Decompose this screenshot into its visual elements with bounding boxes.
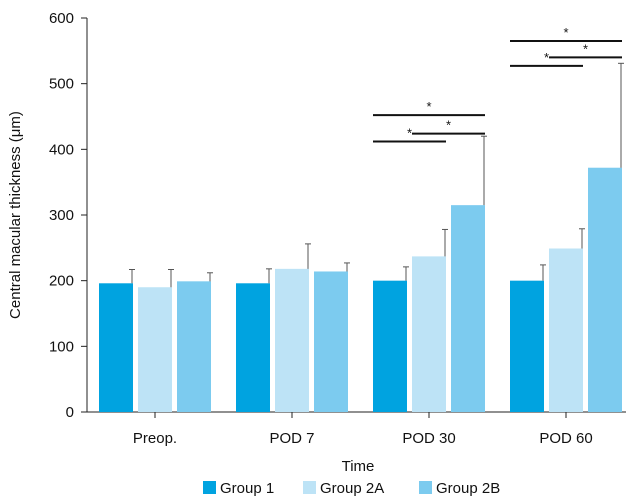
y-tick-label: 200	[49, 273, 74, 290]
bar	[138, 287, 172, 412]
legend-label: Group 1	[220, 480, 274, 497]
significance-marker: *	[407, 125, 412, 140]
y-tick-label: 100	[49, 338, 74, 355]
y-tick-label: 600	[49, 10, 74, 27]
bar	[99, 283, 133, 412]
x-axis-title: Time	[342, 458, 375, 475]
bar	[275, 268, 309, 412]
x-tick-label: POD 60	[539, 430, 592, 447]
legend-label: Group 2B	[436, 480, 500, 497]
bar	[549, 248, 583, 412]
bar	[510, 280, 544, 412]
significance-marker: *	[544, 50, 549, 65]
legend-swatch	[303, 481, 316, 494]
y-axis-title: Central macular thickness (μm)	[7, 111, 24, 319]
significance-marker: *	[446, 118, 451, 133]
bar	[451, 205, 485, 412]
x-tick-label: POD 30	[402, 430, 455, 447]
bar	[177, 281, 211, 412]
bar	[373, 280, 407, 412]
x-tick-label: Preop.	[133, 430, 177, 447]
bar	[236, 283, 270, 412]
bar	[314, 271, 348, 412]
significance-marker: *	[583, 41, 588, 56]
legend-swatch	[419, 481, 432, 494]
legend-swatch	[203, 481, 216, 494]
legend-label: Group 2A	[320, 480, 384, 497]
x-tick-label: POD 7	[269, 430, 314, 447]
y-tick-label: 300	[49, 207, 74, 224]
bar	[588, 167, 622, 412]
y-tick-label: 500	[49, 76, 74, 93]
significance-marker: *	[563, 25, 568, 40]
bar	[412, 256, 446, 412]
significance-marker: *	[426, 99, 431, 114]
y-tick-label: 0	[66, 404, 74, 421]
y-tick-label: 400	[49, 141, 74, 158]
